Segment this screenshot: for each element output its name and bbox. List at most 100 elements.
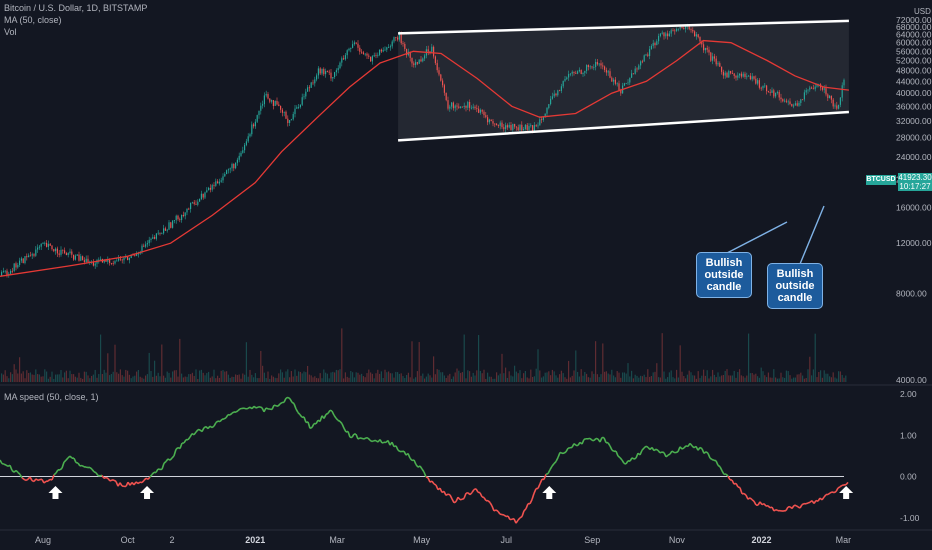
oscillator-segment [263, 407, 267, 413]
candle-body [65, 253, 67, 256]
candle-body [476, 108, 478, 109]
oscillator-segment [427, 477, 431, 483]
volume-bar [184, 376, 186, 382]
candle-body [821, 87, 823, 90]
candle-body [551, 96, 553, 99]
volume-bar [157, 372, 159, 382]
candle-body [672, 30, 674, 32]
volume-bar [805, 378, 807, 382]
candle-body [296, 107, 298, 109]
currency-label: USD [914, 7, 931, 16]
candle-body [332, 77, 334, 79]
candle-body [382, 50, 384, 52]
oscillator-segment [331, 410, 335, 416]
oscillator-segment [833, 490, 837, 494]
volume-bar [65, 370, 67, 382]
candle-body [776, 91, 778, 93]
oscillator-segment [163, 460, 167, 464]
oscillator-segment [73, 457, 77, 463]
volume-bar [177, 376, 179, 382]
volume-bar [440, 372, 442, 382]
candle-body [618, 83, 620, 91]
candle-body [386, 47, 388, 50]
candle-body [411, 57, 413, 64]
volume-bar [418, 342, 420, 382]
candle-body [744, 73, 746, 78]
candle-body [467, 101, 469, 108]
volume-bar [785, 370, 787, 382]
oscillator-segment [231, 411, 235, 414]
candle-body [731, 73, 733, 75]
candle-body [420, 59, 422, 62]
candle-body [789, 101, 791, 105]
volume-bar [739, 369, 741, 382]
candle-body [566, 77, 568, 79]
oscillator-segment [689, 442, 693, 447]
oscillator-segment [515, 519, 519, 524]
oscillator-segment [35, 478, 39, 482]
volume-bar [330, 372, 332, 382]
candle-body [663, 32, 665, 37]
volume-bar [226, 371, 228, 382]
candle-body [366, 53, 368, 56]
oscillator-segment [93, 471, 97, 474]
candle-body [564, 78, 566, 81]
oscillator-segment [149, 473, 153, 478]
volume-bar [11, 374, 13, 382]
oscillator-segment [505, 515, 509, 518]
volume-bar [168, 372, 170, 382]
candle-body [532, 125, 534, 132]
volume-bar [197, 378, 199, 382]
volume-bar [128, 374, 130, 382]
volume-bar [127, 370, 129, 382]
volume-bar [377, 369, 379, 382]
price-axis-tick: 24000.00 [896, 152, 932, 162]
volume-bar [130, 378, 132, 382]
volume-bar [582, 375, 584, 382]
oscillator-segment [297, 411, 301, 416]
volume-bar [794, 377, 796, 382]
oscillator-segment [581, 439, 585, 445]
volume-bar [206, 373, 208, 382]
volume-bar [213, 369, 215, 382]
oscillator-segment [307, 421, 311, 429]
oscillator-segment [179, 442, 183, 449]
volume-bar [8, 378, 10, 382]
candle-body [544, 113, 546, 117]
candle-body [832, 99, 834, 107]
oscillator-segment [395, 445, 399, 451]
volume-bar [587, 377, 589, 382]
candle-body [280, 105, 282, 110]
volume-bar [368, 369, 370, 382]
candle-body [667, 33, 669, 37]
candle-body [784, 100, 786, 102]
volume-bar [575, 350, 577, 382]
volume-bar [101, 374, 103, 382]
oscillator-segment [533, 488, 537, 494]
volume-bar [514, 365, 516, 382]
volume-bar [208, 371, 210, 382]
candle-body [222, 176, 224, 181]
volume-bar [517, 373, 519, 382]
oscillator-segment [751, 498, 755, 502]
volume-bar [528, 378, 530, 382]
oscillator-segment [739, 487, 743, 495]
volume-bar [627, 363, 629, 382]
candle-body [353, 42, 355, 45]
candle-body [607, 71, 609, 73]
volume-bar [222, 370, 224, 382]
volume-bar [346, 376, 348, 382]
volume-bar [100, 334, 102, 382]
oscillator-segment [1, 462, 5, 465]
oscillator-segment [423, 471, 427, 478]
candle-body [325, 71, 327, 75]
candle-body [445, 92, 447, 101]
price-axis-tick: 52000.00 [896, 56, 932, 66]
volume-bar [17, 373, 19, 382]
oscillator-segment [711, 458, 715, 462]
candle-body [710, 52, 712, 61]
candle-body [87, 258, 89, 263]
oscillator-segment [681, 447, 685, 450]
candle-body [197, 201, 199, 205]
candle-body [380, 49, 382, 52]
